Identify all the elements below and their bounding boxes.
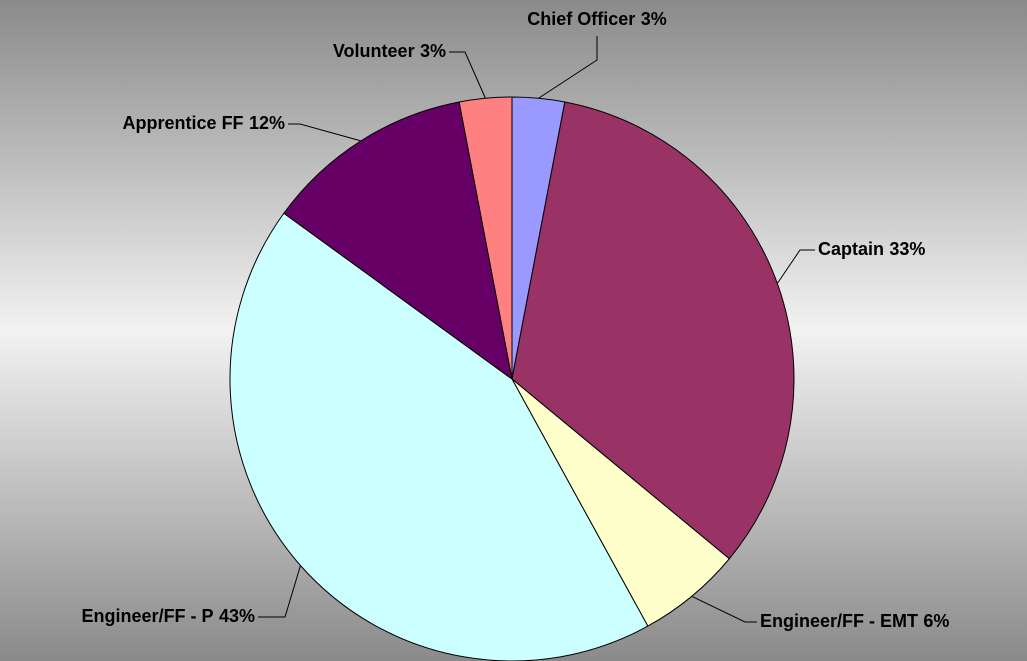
slice-label: Volunteer 3% (333, 41, 446, 61)
pie-slice (229, 212, 649, 661)
slice-label: Chief Officer 3% (527, 9, 666, 29)
leader-line (776, 249, 815, 284)
slice-label: Engineer/FF - P 43% (82, 606, 255, 626)
slice-label: Apprentice FF 12% (123, 113, 285, 133)
leader-line (691, 595, 757, 623)
value-label: 33% (889, 239, 925, 259)
category-label: Apprentice FF (123, 113, 244, 133)
value-label: 6% (923, 611, 949, 631)
category-label: Engineer/FF - EMT (760, 611, 918, 631)
leader-line (288, 123, 362, 142)
leader-line (538, 36, 598, 99)
value-label: 43% (219, 606, 255, 626)
category-label: Captain (818, 239, 884, 259)
slice-label: Engineer/FF - EMT 6% (760, 611, 949, 631)
value-label: 3% (641, 9, 667, 29)
category-label: Engineer/FF - P (82, 606, 214, 626)
value-label: 3% (420, 41, 446, 61)
slice-label: Captain 33% (818, 239, 925, 259)
value-label: 12% (249, 113, 285, 133)
category-label: Volunteer (333, 41, 415, 61)
category-label: Chief Officer (527, 9, 635, 29)
leader-line (449, 51, 486, 99)
leader-line (258, 565, 301, 618)
